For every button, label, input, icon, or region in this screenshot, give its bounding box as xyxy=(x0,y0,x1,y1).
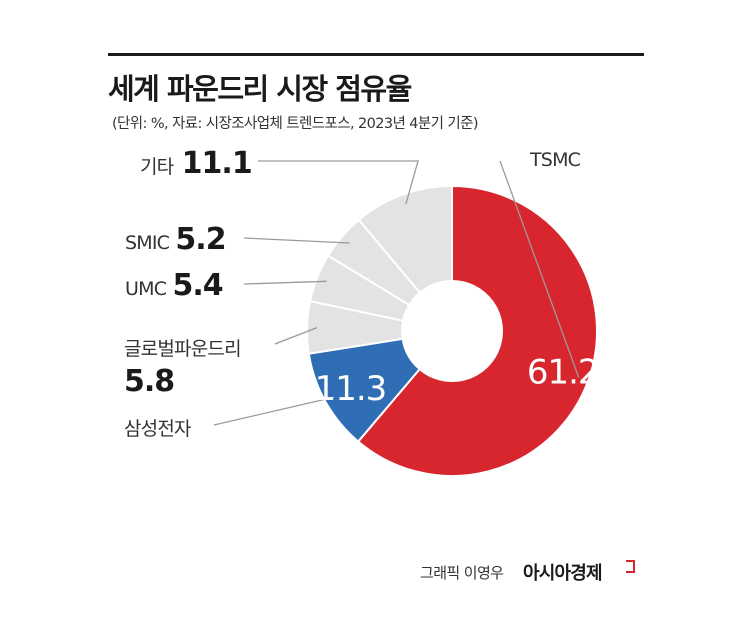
slice-value-umc: 5.4 xyxy=(172,268,223,303)
slice-value-smic: 5.2 xyxy=(175,222,226,257)
slice-tsmc xyxy=(356,184,598,477)
leader-line-smic xyxy=(243,237,350,244)
slice-label-samsung: 삼성전자 xyxy=(124,418,192,440)
chart-subtitle: (단위: %, 자료: 시장조사업체 트렌드포스, 2023년 4분기 기준) xyxy=(112,116,478,132)
leader-line-samsung xyxy=(213,396,335,426)
slice-label-smic: SMIC xyxy=(125,232,170,254)
leader-line-globalfoundries xyxy=(274,327,318,345)
leader-line-umc xyxy=(243,280,327,285)
slice-value-tsmc: 61.2 xyxy=(527,353,599,393)
label-smic: SMIC 5.2 xyxy=(125,222,227,257)
top-rule xyxy=(108,53,644,56)
slice-label-umc: UMC xyxy=(125,278,167,300)
label-umc: UMC 5.4 xyxy=(125,268,224,303)
slice-value-samsung: 11.3 xyxy=(315,369,387,409)
graphic-credit: 그래픽 이영우 xyxy=(420,564,504,582)
leader-line-tsmc xyxy=(499,160,580,378)
slice-value-etc: 11.1 xyxy=(181,146,253,181)
brand-mark-icon xyxy=(626,560,635,573)
slice-etc xyxy=(357,184,453,295)
slice-label-etc: 기타 xyxy=(140,156,174,178)
leader-line-etc xyxy=(258,160,419,205)
label-etc: 기타 11.1 xyxy=(140,146,253,181)
page-title: 세계 파운드리 시장 점유율 xyxy=(108,72,412,106)
slice-label-globalfoundries: 글로벌파운드리 xyxy=(124,338,242,360)
brand-logo: 아시아경제 xyxy=(523,563,603,584)
slice-label-tsmc: TSMC xyxy=(530,149,581,171)
slice-value-globalfoundries: 5.8 xyxy=(124,364,175,399)
